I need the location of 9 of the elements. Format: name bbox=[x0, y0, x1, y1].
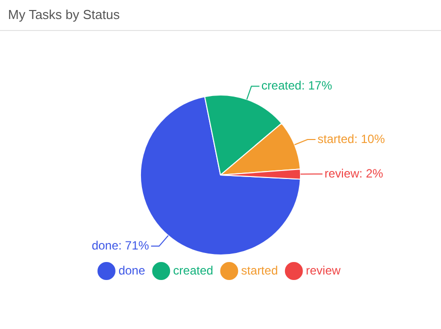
data-label: done: 71% bbox=[92, 238, 150, 252]
data-label: created: 17% bbox=[261, 78, 332, 93]
data-label: review: 2% bbox=[324, 166, 384, 180]
legend-label: created bbox=[173, 263, 214, 278]
legend-label: started bbox=[241, 263, 278, 278]
chart-title: My Tasks by Status bbox=[0, 0, 441, 31]
legend-label: review bbox=[306, 263, 341, 278]
legend-label: done bbox=[118, 263, 146, 278]
data-label: started: 10% bbox=[318, 132, 386, 146]
